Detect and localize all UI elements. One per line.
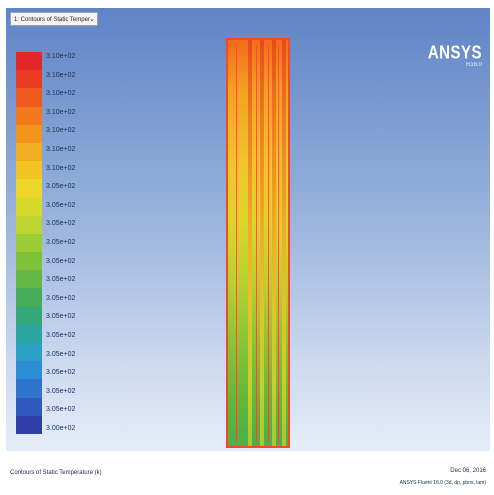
legend-swatch <box>16 397 42 416</box>
legend-label: 3.10e+02 <box>46 145 76 153</box>
legend-swatch <box>16 324 42 343</box>
legend-label: 3.05e+02 <box>46 294 76 302</box>
legend-label: 3.05e+02 <box>46 238 76 246</box>
legend-swatch <box>16 124 42 143</box>
legend-swatch <box>16 161 42 180</box>
legend-label: 3.10e+02 <box>46 90 76 98</box>
legend-swatch <box>16 88 42 107</box>
legend-swatch <box>16 197 42 216</box>
legend-swatch <box>16 306 42 325</box>
legend-swatch <box>16 70 42 89</box>
legend-label: 3.05e+02 <box>46 331 76 339</box>
contour-line <box>236 46 237 442</box>
contour-line <box>278 46 279 442</box>
legend-label: 3.10e+02 <box>46 108 76 116</box>
legend-label: 3.05e+02 <box>46 387 76 395</box>
hot-streak <box>260 40 264 446</box>
legend-swatch <box>16 215 42 234</box>
hot-streak <box>272 40 276 446</box>
legend-swatch <box>16 379 42 398</box>
legend-label: 3.05e+02 <box>46 183 76 191</box>
contour-line <box>268 46 269 442</box>
display-selector-dropdown[interactable]: 1: Contours of Static Temper ⌄ <box>10 12 98 26</box>
legend-swatch <box>16 52 42 71</box>
legend-label: 3.05e+02 <box>46 406 76 414</box>
legend-label: 3.10e+02 <box>46 71 76 79</box>
plot-caption: Contours of Static Temperature (k) <box>10 470 102 476</box>
legend-swatch <box>16 288 42 307</box>
legend-swatch <box>16 142 42 162</box>
legend-colorbar <box>16 52 42 434</box>
chevron-down-icon: ⌄ <box>89 16 95 23</box>
legend-label: 3.10e+02 <box>46 164 76 172</box>
legend-label: 3.05e+02 <box>46 201 76 209</box>
logo-version: R16.0 <box>465 62 482 68</box>
temperature-contour-plot <box>226 38 290 448</box>
legend-label: 3.05e+02 <box>46 220 76 228</box>
legend-swatch <box>16 179 42 198</box>
legend-swatch <box>16 415 42 434</box>
legend-swatch <box>16 270 42 289</box>
logo-brand: ANSYS <box>427 42 482 64</box>
ansys-logo: ANSYS R16.0 <box>428 42 482 68</box>
legend-label: 3.10e+02 <box>46 53 76 60</box>
display-selector-label: 1: Contours of Static Temper <box>14 17 90 23</box>
graphics-viewport[interactable]: 1: Contours of Static Temper ⌄ ANSYS R16… <box>6 8 490 451</box>
solver-info: ANSYS Fluent 16.0 (3d, dp, pbns, lam) <box>399 480 486 486</box>
legend-labels: 3.10e+02 3.10e+02 3.10e+02 3.10e+02 3.10e+02… <box>46 52 75 434</box>
legend-label: 3.05e+02 <box>46 369 76 377</box>
contour-line <box>256 46 257 442</box>
hot-streak <box>282 40 286 446</box>
legend-swatch <box>16 343 42 362</box>
legend-label: 3.05e+02 <box>46 276 76 284</box>
plot-date: Dec 06, 2016 <box>450 468 486 474</box>
legend-swatch <box>16 252 42 271</box>
hot-streak <box>248 40 252 446</box>
legend-swatch <box>16 361 42 380</box>
legend-label: 3.05e+02 <box>46 257 76 265</box>
legend-label: 3.05e+02 <box>46 313 76 321</box>
legend-label: 3.10e+02 <box>46 127 76 135</box>
legend-swatch <box>16 106 42 125</box>
legend-label: 3.05e+02 <box>46 350 76 358</box>
legend-swatch <box>16 233 42 253</box>
legend-label: 3.00e+02 <box>46 424 76 432</box>
